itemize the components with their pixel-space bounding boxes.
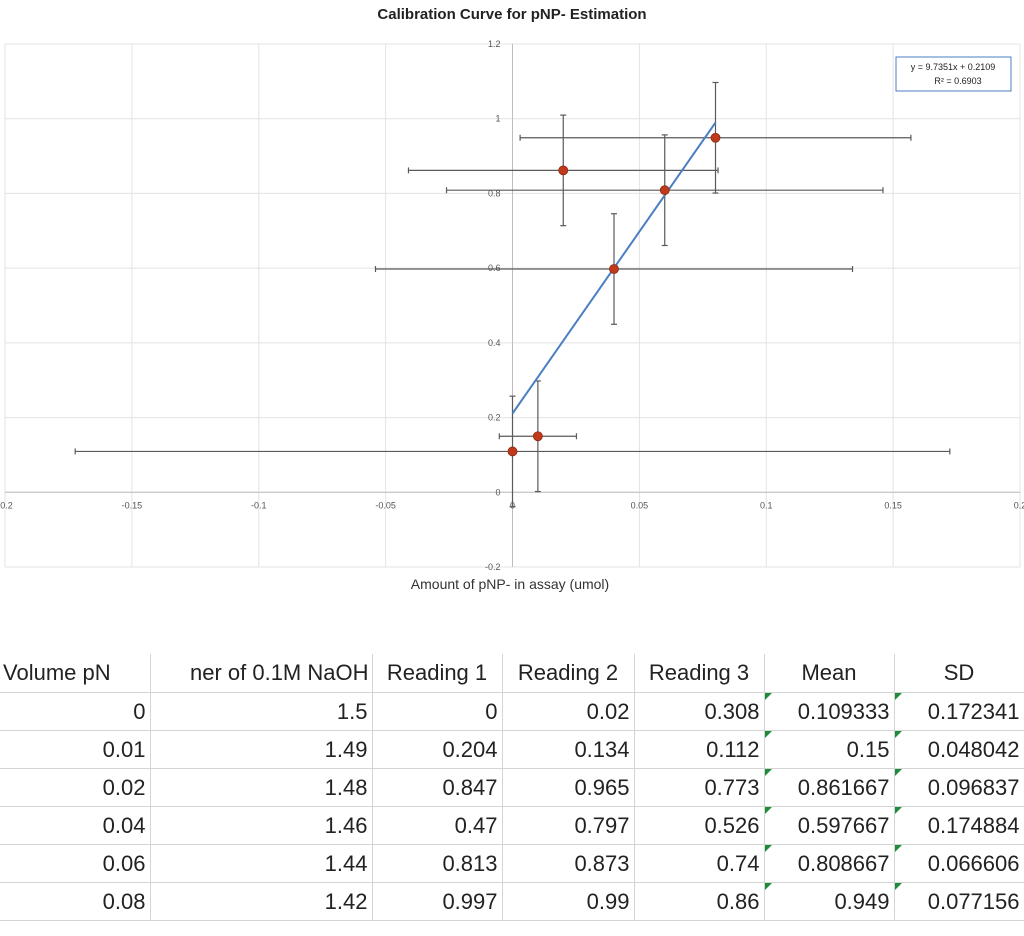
cell-naoh[interactable]: 1.46 — [150, 806, 373, 845]
cell-reading-1[interactable]: 0 — [372, 692, 503, 731]
y-tick-label: 1 — [495, 114, 500, 124]
y-tick-label: -0.2 — [485, 562, 501, 572]
x-tick-label: -0.05 — [375, 500, 396, 510]
cell-sd[interactable]: 0.172341 — [894, 692, 1024, 731]
cell-sd[interactable]: 0.066606 — [894, 844, 1024, 883]
cell-reading-2[interactable]: 0.134 — [502, 730, 635, 769]
cell-reading-1[interactable]: 0.47 — [372, 806, 503, 845]
cell-sd[interactable]: 0.048042 — [894, 730, 1024, 769]
cell-mean[interactable]: 0.15 — [764, 730, 895, 769]
data-table-area: Volume pN ner of 0.1M NaOH Reading 1 Rea… — [0, 654, 1024, 921]
x-tick-label: -0.1 — [251, 500, 267, 510]
x-tick-label: 0 — [510, 500, 515, 510]
cell-mean[interactable]: 0.949 — [764, 882, 895, 921]
tick-labels: -0.2 -0.15 -0.1 -0.05 0 0.05 0.1 0.15 0.2 -0.2 0 0.… — [0, 39, 1024, 572]
y-tick-label: 1.2 — [488, 39, 501, 49]
cell-reading-1[interactable]: 0.204 — [372, 730, 503, 769]
cell-naoh[interactable]: 1.42 — [150, 882, 373, 921]
data-point — [710, 132, 721, 143]
header-reading-2: Reading 2 — [502, 654, 635, 693]
data-point — [659, 185, 670, 196]
cell-reading-2[interactable]: 0.02 — [502, 692, 635, 731]
table-row: 0.01 1.49 0.204 0.134 0.112 0.15 0.04804… — [0, 730, 1024, 769]
x-axis-label: Amount of pNP- in assay (umol) — [411, 576, 609, 592]
header-mean: Mean — [764, 654, 895, 693]
y-tick-label: 0.6 — [488, 263, 501, 273]
cell-reading-3[interactable]: 0.526 — [634, 806, 765, 845]
header-reading-1: Reading 1 — [372, 654, 503, 693]
cell-reading-3[interactable]: 0.773 — [634, 768, 765, 807]
cell-volume[interactable]: 0.08 — [0, 882, 151, 921]
cell-volume[interactable]: 0.06 — [0, 844, 151, 883]
data-point — [507, 446, 518, 457]
y-tick-label: 0.8 — [488, 188, 501, 198]
x-tick-label: 0.1 — [760, 500, 773, 510]
cell-naoh[interactable]: 1.48 — [150, 768, 373, 807]
header-volume: Volume pN — [0, 654, 151, 693]
data-point — [532, 431, 543, 442]
x-tick-label: 0.2 — [1014, 500, 1024, 510]
cell-volume[interactable]: 0 — [0, 692, 151, 731]
cell-mean[interactable]: 0.861667 — [764, 768, 895, 807]
cell-reading-2[interactable]: 0.99 — [502, 882, 635, 921]
cell-volume[interactable]: 0.04 — [0, 806, 151, 845]
data-point — [609, 264, 619, 274]
cell-reading-3[interactable]: 0.74 — [634, 844, 765, 883]
chart-title: Calibration Curve for pNP- Estimation — [377, 6, 646, 23]
data-points — [507, 132, 721, 457]
cell-sd[interactable]: 0.077156 — [894, 882, 1024, 921]
chart-area: -0.2 -0.15 -0.1 -0.05 0 0.05 0.1 0.15 0.2 -0.2 0 0.… — [0, 6, 1024, 592]
trendline-equation-box: y = 9.7351x + 0.2109 R² = 0.6903 — [895, 56, 1012, 92]
y-tick-label: 0 — [495, 487, 500, 497]
cell-reading-2[interactable]: 0.965 — [502, 768, 635, 807]
table-row: 0 1.5 0 0.02 0.308 0.109333 0.172341 — [0, 692, 1024, 731]
header-naoh: ner of 0.1M NaOH — [150, 654, 373, 693]
header-reading-3: Reading 3 — [634, 654, 765, 693]
cell-mean[interactable]: 0.597667 — [764, 806, 895, 845]
table-row: 0.06 1.44 0.813 0.873 0.74 0.808667 0.06… — [0, 844, 1024, 883]
cell-mean[interactable]: 0.808667 — [764, 844, 895, 883]
cell-reading-2[interactable]: 0.873 — [502, 844, 635, 883]
x-tick-label: -0.15 — [122, 500, 143, 510]
x-tick-label: 0.15 — [884, 500, 902, 510]
x-tick-label: -0.2 — [0, 500, 13, 510]
cell-reading-3[interactable]: 0.112 — [634, 730, 765, 769]
cell-sd[interactable]: 0.096837 — [894, 768, 1024, 807]
y-tick-label: 0.2 — [488, 413, 501, 423]
table-header-row: Volume pN ner of 0.1M NaOH Reading 1 Rea… — [0, 654, 1024, 693]
table-row: 0.08 1.42 0.997 0.99 0.86 0.949 0.077156 — [0, 882, 1024, 921]
cell-volume[interactable]: 0.02 — [0, 768, 151, 807]
table-row: 0.04 1.46 0.47 0.797 0.526 0.597667 0.17… — [0, 806, 1024, 845]
header-sd: SD — [894, 654, 1024, 693]
cell-reading-2[interactable]: 0.797 — [502, 806, 635, 845]
cell-naoh[interactable]: 1.44 — [150, 844, 373, 883]
calibration-chart: -0.2 -0.15 -0.1 -0.05 0 0.05 0.1 0.15 0.2 -0.2 0 0.… — [0, 6, 1024, 592]
cell-mean[interactable]: 0.109333 — [764, 692, 895, 731]
cell-reading-1[interactable]: 0.813 — [372, 844, 503, 883]
table-row: 0.02 1.48 0.847 0.965 0.773 0.861667 0.0… — [0, 768, 1024, 807]
x-tick-label: 0.05 — [631, 500, 649, 510]
cell-naoh[interactable]: 1.49 — [150, 730, 373, 769]
cell-volume[interactable]: 0.01 — [0, 730, 151, 769]
cell-naoh[interactable]: 1.5 — [150, 692, 373, 731]
cell-reading-3[interactable]: 0.86 — [634, 882, 765, 921]
y-tick-label: 0.4 — [488, 338, 501, 348]
cell-reading-3[interactable]: 0.308 — [634, 692, 765, 731]
trendline-r-squared: R² = 0.6903 — [934, 76, 981, 86]
cell-reading-1[interactable]: 0.997 — [372, 882, 503, 921]
readings-table: Volume pN ner of 0.1M NaOH Reading 1 Rea… — [0, 654, 1024, 921]
trendline-equation: y = 9.7351x + 0.2109 — [911, 62, 996, 72]
cell-reading-1[interactable]: 0.847 — [372, 768, 503, 807]
cell-sd[interactable]: 0.174884 — [894, 806, 1024, 845]
data-point — [558, 165, 569, 176]
